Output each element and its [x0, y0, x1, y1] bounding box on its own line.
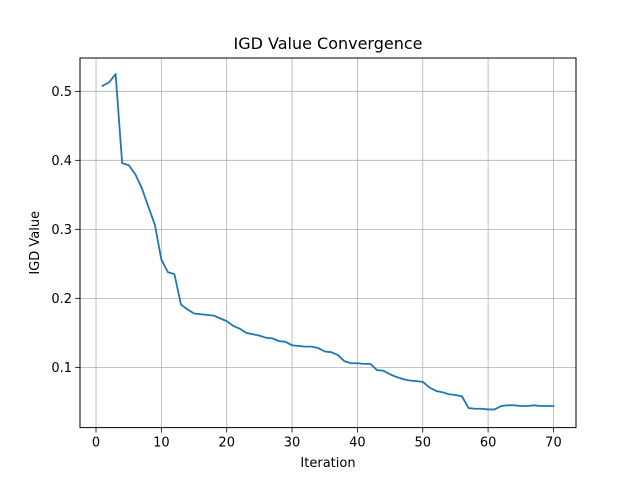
x-tick-label: 0: [92, 436, 100, 451]
series-line: [101, 73, 555, 411]
x-axis-title: Iteration: [300, 456, 355, 471]
y-tick-label: 0.1: [51, 361, 72, 376]
x-tick-label: 50: [414, 436, 431, 451]
y-axis-title: IGD Value: [28, 211, 43, 275]
y-tick-label: 0.2: [51, 292, 72, 307]
tick-layer: 0 10 20 30 40 50 60 70 0.1 0.2 0.3 0.4 0.5: [51, 85, 561, 451]
x-tick-label: 20: [218, 436, 235, 451]
chart-title: IGD Value Convergence: [233, 34, 422, 53]
grid-layer: [80, 58, 576, 428]
x-tick-label: 40: [349, 436, 366, 451]
x-tick-label: 10: [153, 436, 170, 451]
y-tick-label: 0.3: [51, 223, 72, 238]
x-tick-label: 60: [480, 436, 497, 451]
plot-frame: [79, 57, 577, 429]
y-tick-label: 0.4: [51, 154, 72, 169]
x-tick-label: 30: [284, 436, 301, 451]
y-tick-label: 0.5: [51, 85, 72, 100]
x-tick-label: 70: [545, 436, 562, 451]
series-layer: [101, 73, 555, 411]
